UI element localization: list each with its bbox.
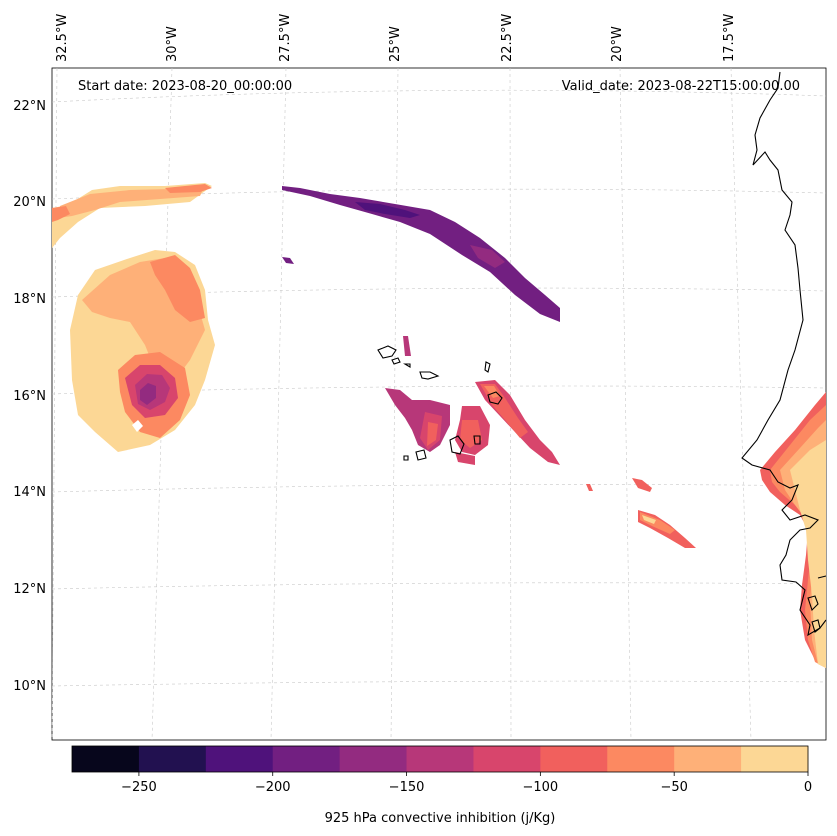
lon-label: 30°W <box>165 26 180 62</box>
island-santiago <box>449 435 465 455</box>
colorbar-tick-label: −100 <box>523 780 559 795</box>
lat-label: 12°N <box>13 582 46 597</box>
island-santo-antao <box>377 345 397 359</box>
longitude-labels: 32.5°W 30°W 27.5°W 25°W 22.5°W 20°W 17.5… <box>55 14 737 62</box>
coastline-africa <box>741 71 827 637</box>
lon-label: 27.5°W <box>278 14 293 62</box>
latitude-labels: 22°N 20°N 18°N 16°N 14°N 12°N 10°N <box>13 99 46 694</box>
contour-west-blob-east <box>150 255 205 322</box>
colorbar-tick-label: −200 <box>255 780 291 795</box>
island-sao-nicolau <box>419 371 440 380</box>
contour-speck-2 <box>632 478 652 492</box>
contour-north-arc-core <box>355 202 420 218</box>
lat-label: 22°N <box>13 99 46 114</box>
lon-label: 25°W <box>388 26 403 62</box>
contour-cv-south-tail <box>455 452 475 465</box>
contour-nw-band-tip <box>52 206 70 222</box>
island-maio <box>473 435 481 445</box>
island-fogo <box>415 449 427 461</box>
island-santa-luzia <box>403 363 411 368</box>
colorbar-swatch <box>138 746 207 772</box>
coastline-bissagos <box>807 575 827 633</box>
island-brava <box>403 455 409 461</box>
colorbar-swatch <box>674 746 742 772</box>
colorbar-swatch <box>540 746 608 772</box>
contour-west-blob-hole <box>132 420 143 432</box>
colorbar-swatch <box>473 746 541 772</box>
contour-cv-west-core <box>427 422 438 446</box>
colorbar-tick-label: 0 <box>804 780 812 795</box>
lon-label: 32.5°W <box>55 14 70 62</box>
contour-nw-band-inner <box>58 185 205 218</box>
colorbar: −250 −200 −150 −100 −50 0 <box>71 745 812 795</box>
contour-africa-core <box>790 440 826 668</box>
colorbar-tick-label: −150 <box>389 780 425 795</box>
contour-north-arc <box>282 186 560 322</box>
colorbar-swatch <box>72 746 140 772</box>
lat-label: 14°N <box>13 485 46 500</box>
contour-cv-north-speck <box>403 336 411 356</box>
lat-label: 18°N <box>13 292 46 307</box>
lon-label: 20°W <box>610 26 625 62</box>
lat-label: 16°N <box>13 389 46 404</box>
lon-label: 17.5°W <box>722 14 737 62</box>
colorbar-swatch <box>607 746 675 772</box>
colorbar-label: 925 hPa convective inhibition (j/Kg) <box>325 811 556 826</box>
colorbar-swatch <box>272 746 341 772</box>
start-date-label: Start date: 2023-08-20_00:00:00 <box>78 79 292 94</box>
island-sao-vicente <box>391 357 401 365</box>
contour-north-arc-tail <box>470 245 505 268</box>
lon-label: 22.5°W <box>500 14 515 62</box>
contour-nw-band-core <box>165 184 212 193</box>
valid-date-label: Valid_date: 2023-08-22T15:00:00.00 <box>562 79 800 94</box>
contour-north-arc-speck <box>282 257 294 264</box>
colorbar-frame <box>71 745 809 773</box>
lat-label: 10°N <box>13 679 46 694</box>
colorbar-tick-label: −250 <box>121 780 157 795</box>
colorbar-tick-label: −50 <box>660 780 687 795</box>
contour-speck-1 <box>586 484 593 491</box>
contour-cv-east-inner <box>480 384 528 438</box>
colorbar-swatch <box>205 746 274 772</box>
contour-cv-east-core <box>484 386 500 398</box>
contour-west-blob-core <box>140 383 156 405</box>
lat-label: 20°N <box>13 195 46 210</box>
coastlines <box>377 71 827 637</box>
island-boa-vista <box>487 391 503 405</box>
colorbar-swatch <box>741 746 809 772</box>
contour-speck-3-core <box>642 515 656 524</box>
colorbar-swatch <box>339 746 408 772</box>
cin-contours <box>52 183 826 668</box>
contour-cv-south-inner <box>460 420 482 448</box>
island-sal <box>484 361 491 373</box>
colorbar-swatch <box>406 746 474 772</box>
